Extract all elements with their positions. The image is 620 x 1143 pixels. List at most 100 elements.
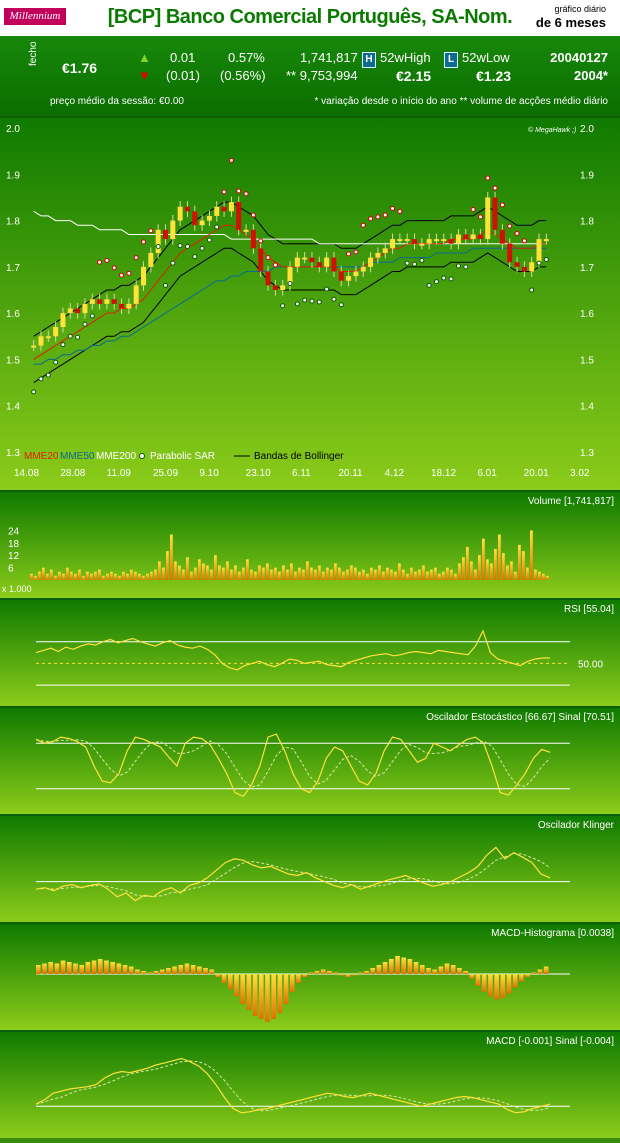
volume-bar (246, 559, 249, 580)
histogram-bar (302, 974, 307, 977)
y-tick: 12 (8, 551, 20, 562)
volume-bar (546, 575, 549, 580)
volume-bar (178, 565, 181, 580)
histogram-bar (432, 969, 437, 974)
x-tick: 3.02 (570, 468, 590, 479)
sar-dot (45, 372, 51, 378)
quote-panel: fecho €1.76 ▲ ▼ 0.01 (0.01) 0.57% (0.56%… (0, 36, 620, 116)
histogram-bar (79, 965, 84, 974)
y-tick-right: 1.7 (580, 263, 594, 274)
sar-dot (360, 222, 366, 228)
histogram-bar (364, 971, 369, 974)
volume-bar (318, 565, 321, 580)
volume-bar (470, 561, 473, 580)
y-tick: 24 (8, 526, 20, 537)
volume-bar (110, 571, 113, 580)
histogram-bar (370, 968, 376, 974)
histogram-bar (419, 965, 425, 974)
sar-dot (316, 299, 322, 305)
candle-body (82, 303, 88, 314)
volume-bar (466, 546, 469, 580)
session-volume: 1,741,817 (300, 50, 358, 65)
volume-bar (290, 563, 293, 580)
candle-body (243, 229, 249, 232)
volume-bar (378, 565, 381, 580)
stochastic-chart: Oscilador Estocástico [66.67] Sinal [70.… (0, 708, 620, 814)
bollinger-upper (33, 201, 547, 337)
histogram-bar (190, 965, 196, 974)
sar-dot (148, 228, 154, 234)
histogram-bar (215, 974, 221, 977)
volume-bar (230, 569, 233, 580)
candle-body (331, 257, 337, 272)
sar-dot (206, 237, 212, 243)
volume-bar (358, 571, 361, 580)
klinger-panel: Oscilador Klinger (0, 814, 620, 922)
histogram-bar (104, 960, 109, 974)
volume-bar (106, 573, 109, 580)
candle-body (316, 262, 322, 267)
year-note: 2004* (574, 68, 608, 83)
sar-dot (499, 202, 505, 208)
histogram-bar (444, 963, 450, 974)
volume-bar (406, 573, 409, 580)
histogram-bar (450, 965, 456, 974)
volume-bar (506, 565, 509, 580)
histogram-bar (388, 959, 394, 974)
sar-dot (228, 157, 234, 163)
sar-dot (104, 257, 110, 263)
volume-bar (434, 567, 437, 580)
volume-bar (114, 573, 117, 580)
macd-chart: MACD [-0.001] Sinal [-0.004] (0, 1032, 620, 1138)
candle-body (111, 299, 117, 304)
volume-bar (142, 575, 145, 580)
volume-bar (534, 569, 537, 580)
histogram-bar (463, 971, 468, 974)
histogram-bar (512, 974, 518, 988)
volume-panel: Volume [1,741,817] 24 18 12 6 x 1.000 (0, 490, 620, 598)
volume-bar (202, 563, 205, 580)
volume-bar (450, 569, 453, 580)
panel-background (0, 600, 620, 706)
volume-bar (150, 571, 153, 580)
sar-dot (426, 282, 432, 288)
volume-bar (326, 567, 329, 580)
average-price: preço médio da sessão: €0.00 (50, 96, 184, 107)
histogram-bar (475, 974, 481, 986)
volume-bar (162, 567, 165, 580)
histogram-bar (159, 969, 165, 974)
candle-body (368, 257, 374, 267)
panel-background (0, 708, 620, 814)
volume-bar (438, 573, 441, 580)
volume-bar (478, 555, 481, 580)
volume-bar (214, 555, 217, 580)
volume-bar (90, 573, 93, 580)
histogram-bar (277, 974, 283, 1013)
volume-bar (250, 569, 253, 580)
volume-bar (206, 565, 209, 580)
volume-bar (386, 567, 389, 580)
klinger-chart: Oscilador Klinger (0, 816, 620, 922)
candle-body (265, 271, 271, 286)
volume-bar (70, 571, 73, 580)
volume-bar (518, 544, 521, 580)
rsi-chart: RSI [55.04] 50.00 (0, 600, 620, 706)
candle-body (53, 327, 59, 337)
candle-body (338, 271, 344, 281)
sar-dot (331, 296, 337, 302)
sar-dot (53, 359, 59, 365)
histogram-bar (494, 974, 499, 1000)
sar-dot (419, 257, 425, 263)
candle-body (97, 299, 103, 304)
histogram-bar (116, 963, 122, 974)
sar-dot (258, 238, 264, 244)
volume-bar (30, 573, 33, 580)
sar-dot (126, 270, 132, 276)
histogram-bar (488, 974, 493, 997)
x-tick: 4.12 (385, 468, 405, 479)
y-tick-left: 1.8 (6, 217, 20, 228)
histogram-bar (438, 966, 444, 974)
volume-bar (542, 573, 545, 580)
quote-date: 20040127 (550, 50, 608, 65)
candle-body (214, 206, 220, 216)
